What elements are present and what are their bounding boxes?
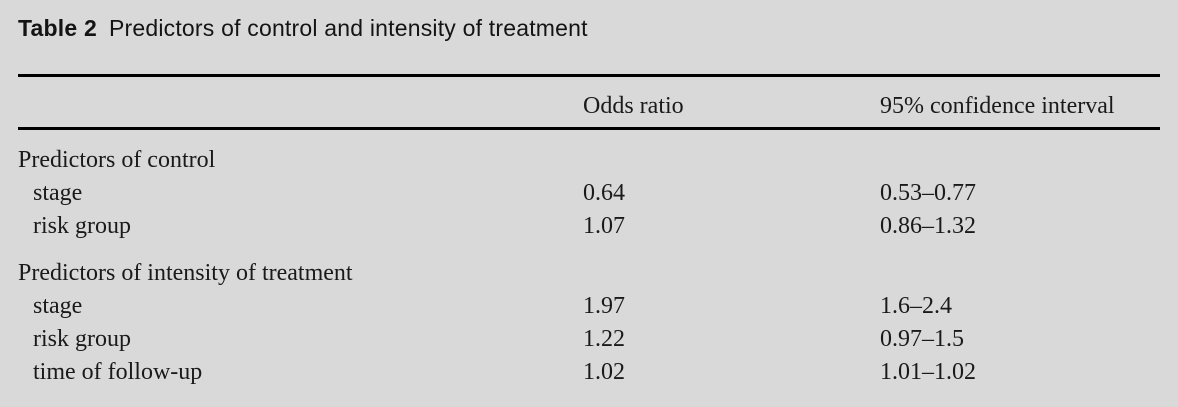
row-label: stage [33, 293, 83, 319]
table-caption: Table 2 Predictors of control and intensi… [18, 15, 588, 42]
header-rule [18, 127, 1160, 130]
row-label: risk group [33, 326, 131, 352]
row-label: stage [33, 180, 83, 206]
odds-ratio-value: 0.64 [583, 180, 625, 206]
odds-ratio-value: 1.22 [583, 326, 625, 352]
table-row: stage 1.97 1.6–2.4 [18, 290, 1160, 323]
confidence-interval-value: 1.01–1.02 [880, 359, 976, 385]
table-row: stage 0.64 0.53–0.77 [18, 177, 1160, 210]
table-row: risk group 1.22 0.97–1.5 [18, 323, 1160, 356]
odds-ratio-value: 1.97 [583, 293, 625, 319]
section-heading: Predictors of intensity of treatment [18, 260, 353, 286]
section-heading-row: Predictors of control [18, 144, 1160, 177]
table-number: Table 2 [18, 15, 97, 41]
section-heading: Predictors of control [18, 147, 216, 173]
column-header-odds-ratio: Odds ratio [583, 93, 684, 119]
confidence-interval-value: 0.86–1.32 [880, 213, 976, 239]
odds-ratio-value: 1.07 [583, 213, 625, 239]
row-label: risk group [33, 213, 131, 239]
confidence-interval-value: 1.6–2.4 [880, 293, 952, 319]
row-label: time of follow-up [33, 359, 203, 385]
odds-ratio-value: 1.02 [583, 359, 625, 385]
table-row: risk group 1.07 0.86–1.32 [18, 210, 1160, 243]
confidence-interval-value: 0.97–1.5 [880, 326, 964, 352]
section-heading-row: Predictors of intensity of treatment [18, 257, 1160, 290]
table-body: Predictors of control stage 0.64 0.53–0.… [18, 144, 1160, 389]
table-title-text: Predictors of control and intensity of t… [108, 15, 588, 41]
table-row: time of follow-up 1.02 1.01–1.02 [18, 356, 1160, 389]
top-rule [18, 74, 1160, 77]
column-header-confidence-interval: 95% confidence interval [880, 93, 1115, 119]
confidence-interval-value: 0.53–0.77 [880, 180, 976, 206]
